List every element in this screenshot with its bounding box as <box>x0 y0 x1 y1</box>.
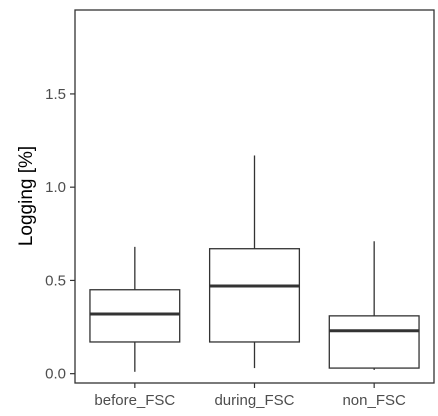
y-tick-label: 1.0 <box>45 179 66 196</box>
y-tick-label: 0.0 <box>45 366 66 383</box>
y-tick-label: 1.5 <box>45 86 66 103</box>
box-iqr <box>89 289 181 343</box>
y-tick-label: 0.5 <box>45 272 66 289</box>
x-tick-label: before_FSC <box>94 392 175 409</box>
boxes-layer <box>89 155 420 372</box>
box-group <box>328 241 420 370</box>
x-axis: before_FSC during_FSC non_FSC <box>94 383 406 409</box>
box-iqr <box>328 315 420 369</box>
box-group <box>89 246 181 372</box>
x-tick-label: during_FSC <box>214 392 294 409</box>
x-tick-label: non_FSC <box>342 392 406 409</box>
box-iqr <box>208 248 301 343</box>
y-axis-title: Logging [%] <box>16 146 37 246</box>
y-axis: 0.0 0.5 1.0 1.5 <box>45 86 75 383</box>
box-group <box>208 155 301 369</box>
